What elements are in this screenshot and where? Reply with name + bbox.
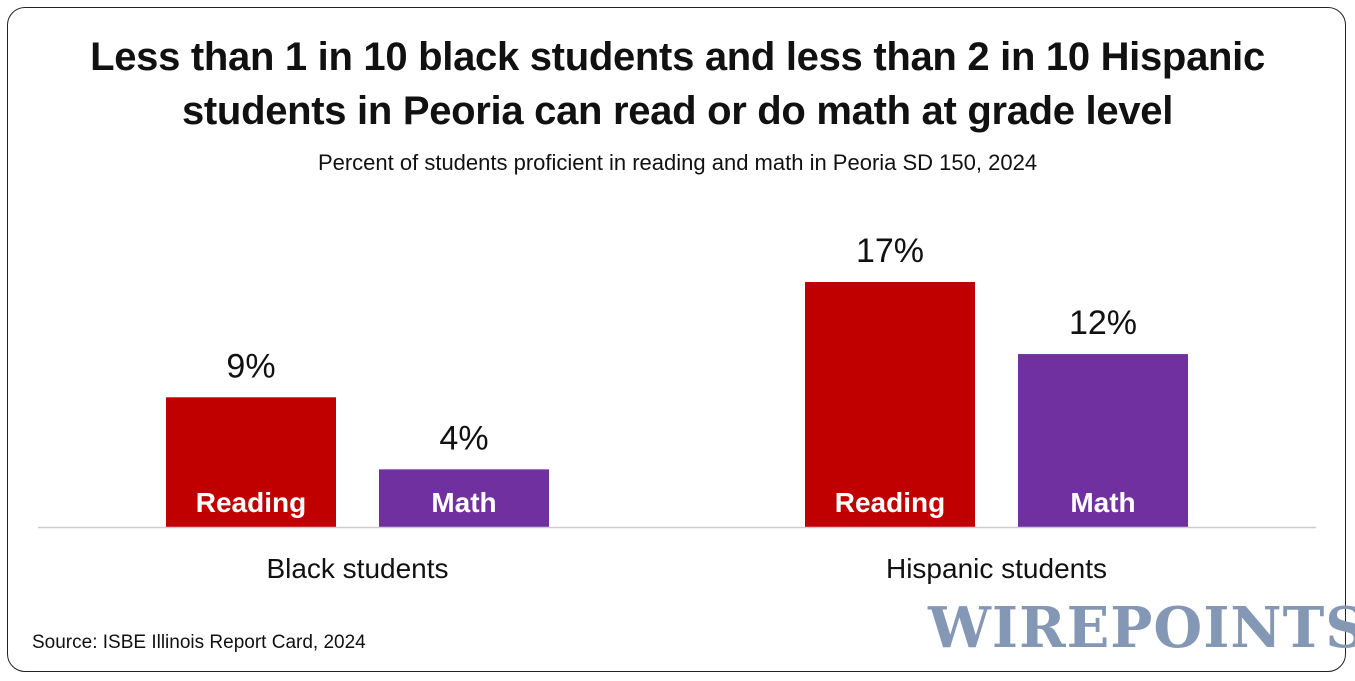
- chart-frame: [7, 7, 1346, 672]
- wirepoints-logo: WIREPOINTS: [928, 595, 1355, 661]
- data-label: 9%: [226, 347, 275, 385]
- x-axis-category-label: Black students: [266, 553, 448, 584]
- bar-series-label: Math: [431, 487, 496, 518]
- data-label: 12%: [1069, 304, 1137, 342]
- bar-series-label: Reading: [196, 487, 306, 518]
- data-label: 4%: [439, 419, 488, 457]
- x-axis-category-label: Hispanic students: [886, 553, 1107, 584]
- bar-reading: [166, 397, 336, 527]
- chart-title-line-1: Less than 1 in 10 black students and les…: [90, 35, 1265, 79]
- data-label: 17%: [856, 232, 924, 270]
- bar-math: [1018, 354, 1188, 527]
- source-note: Source: ISBE Illinois Report Card, 2024: [32, 632, 366, 653]
- bar-reading: [805, 282, 975, 527]
- chart-title: Less than 1 in 10 black students and les…: [0, 30, 1355, 138]
- chart-title-line-2: students in Peoria can read or do math a…: [181, 89, 1174, 133]
- bar-series-label: Math: [1070, 487, 1135, 518]
- chart-subtitle: Percent of students proficient in readin…: [317, 150, 1038, 175]
- bar-series-label: Reading: [835, 487, 945, 518]
- bar-math: [379, 469, 549, 527]
